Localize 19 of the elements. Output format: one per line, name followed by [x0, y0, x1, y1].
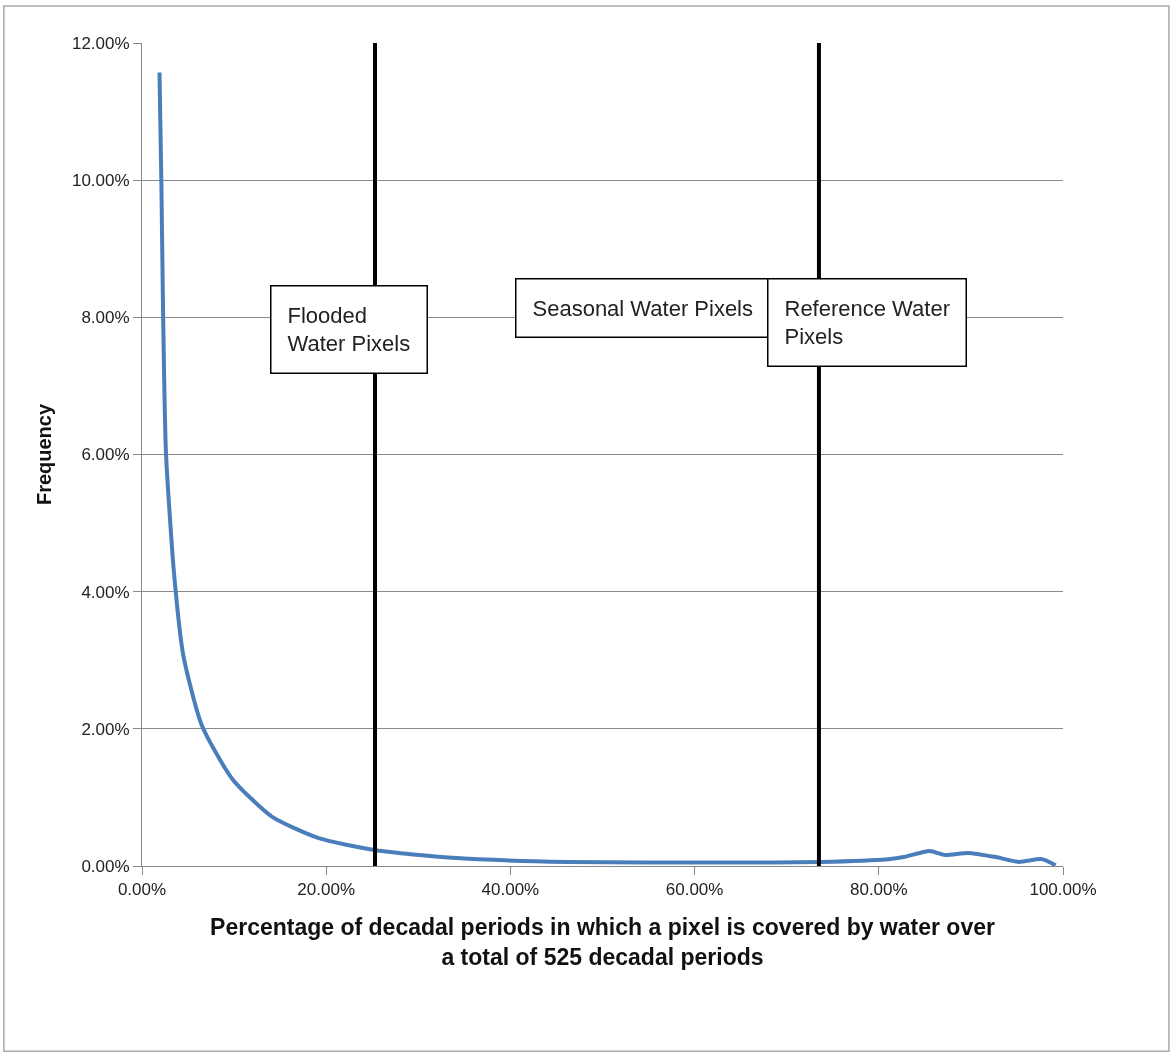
x-tick-label: 40.00%	[481, 880, 540, 900]
y-tick-label: 0.00%	[81, 856, 130, 876]
y-tick-label: 6.00%	[81, 445, 130, 465]
x-tick-label: 60.00%	[665, 880, 724, 900]
x-tick-label: 20.00%	[297, 880, 356, 900]
x-tick-label: 0.00%	[117, 880, 167, 900]
y-axis-title: Frequency	[33, 403, 56, 506]
line-series	[157, 70, 1058, 866]
y-tick-label: 2.00%	[81, 719, 130, 739]
annotation: Seasonal Water Pixels	[532, 295, 754, 321]
y-tick-label: 10.00%	[71, 171, 130, 191]
x-axis-title: Percentage of decadal periods in which a pixel is covered by water over a total of 525 decadal periods	[210, 914, 995, 970]
annotation: Flooded Water Pixels	[287, 302, 411, 357]
x-tick-label: 100.00%	[1029, 880, 1097, 900]
y-tick-label: 8.00%	[81, 308, 130, 328]
y-tick-label: 12.00%	[71, 33, 130, 53]
annotation: Reference Water Pixels	[784, 295, 950, 350]
x-tick-label: 80.00%	[849, 880, 908, 900]
y-tick-label: 4.00%	[81, 582, 130, 602]
